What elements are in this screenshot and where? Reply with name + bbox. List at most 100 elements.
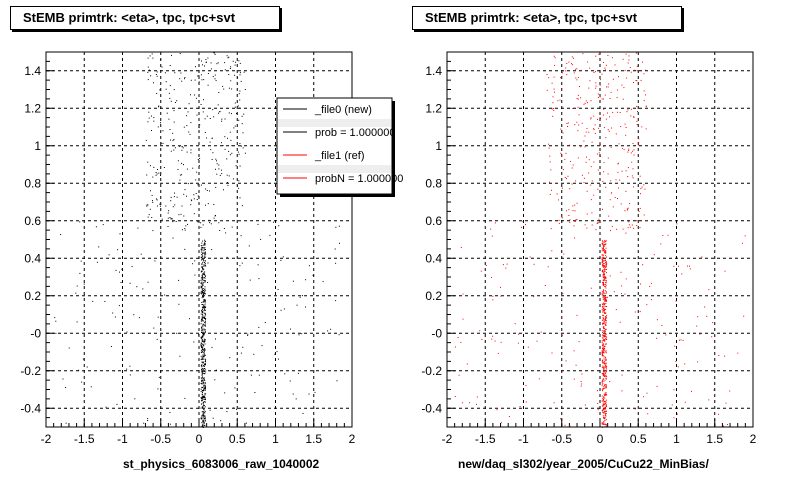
data-point: [577, 106, 579, 108]
data-point: [605, 412, 606, 414]
data-point: [713, 389, 715, 391]
data-point: [202, 419, 204, 421]
data-point: [603, 421, 605, 423]
data-point: [621, 84, 623, 86]
data-point: [166, 112, 168, 114]
data-point: [640, 283, 641, 285]
data-point: [203, 413, 204, 415]
data-point: [605, 322, 607, 324]
data-point: [610, 91, 612, 93]
data-point: [202, 349, 204, 351]
data-point: [548, 143, 550, 145]
data-point: [604, 298, 606, 300]
data-point: [603, 290, 604, 292]
data-point: [201, 330, 203, 332]
data-point: [602, 314, 604, 316]
data-point: [476, 396, 478, 398]
data-point: [181, 205, 183, 207]
data-point: [604, 245, 606, 247]
data-point: [643, 73, 645, 75]
data-point: [562, 132, 564, 134]
data-point: [602, 276, 604, 278]
data-point: [202, 402, 204, 404]
data-point: [604, 305, 606, 307]
data-point: [492, 299, 494, 301]
data-point: [602, 378, 604, 380]
data-point: [603, 318, 605, 320]
data-point: [205, 386, 206, 388]
data-point: [228, 56, 230, 58]
x-tick-label: 0.5: [630, 432, 647, 446]
data-point: [201, 297, 203, 299]
data-point: [602, 296, 604, 298]
data-point: [540, 331, 542, 333]
data-point: [605, 329, 607, 331]
data-point: [202, 344, 204, 346]
data-point: [190, 94, 191, 96]
data-point: [610, 180, 612, 182]
data-point: [167, 212, 169, 214]
data-point: [616, 97, 618, 99]
data-point: [204, 280, 206, 281]
data-point: [615, 133, 617, 135]
data-point: [604, 265, 606, 267]
data-point: [196, 199, 198, 200]
data-point: [491, 235, 493, 237]
data-point: [549, 161, 551, 163]
data-point: [626, 111, 628, 113]
data-point: [576, 98, 578, 100]
data-point: [656, 337, 658, 339]
data-point: [603, 401, 605, 403]
data-point: [231, 152, 233, 154]
data-point: [605, 296, 607, 298]
data-point: [129, 365, 131, 367]
data-point: [184, 189, 186, 191]
data-point: [602, 319, 604, 321]
data-point: [195, 66, 196, 68]
data-point: [603, 279, 605, 281]
data-point: [209, 190, 210, 192]
data-point: [204, 348, 206, 350]
data-point: [601, 242, 603, 244]
data-point: [604, 334, 606, 336]
data-point: [587, 102, 588, 104]
data-point: [604, 243, 606, 245]
data-point: [203, 145, 205, 147]
data-point: [559, 99, 561, 101]
data-point: [603, 396, 605, 398]
data-point: [162, 142, 164, 144]
data-point: [585, 161, 587, 163]
data-point: [203, 348, 205, 350]
data-point: [604, 295, 606, 297]
data-point: [601, 381, 603, 383]
data-point: [576, 79, 578, 81]
data-point: [574, 221, 576, 222]
data-point: [598, 53, 600, 55]
data-point: [210, 149, 212, 151]
data-point: [628, 221, 630, 223]
data-point: [102, 224, 104, 226]
data-point: [633, 154, 635, 156]
data-point: [239, 265, 241, 267]
data-point: [201, 370, 203, 372]
data-point: [200, 74, 202, 76]
data-point: [204, 300, 205, 302]
data-point: [205, 306, 207, 308]
data-point: [665, 334, 667, 336]
data-point: [201, 277, 203, 279]
data-point: [202, 288, 204, 290]
data-point: [639, 175, 641, 177]
data-point: [200, 245, 202, 247]
data-point: [295, 398, 297, 400]
data-point: [562, 169, 564, 171]
data-point: [201, 366, 203, 368]
data-point: [605, 318, 607, 320]
data-point: [204, 315, 206, 317]
data-point: [604, 293, 606, 295]
data-point: [204, 417, 206, 419]
data-point: [202, 396, 204, 398]
data-point: [204, 299, 206, 301]
data-point: [129, 282, 131, 284]
data-point: [667, 234, 669, 236]
data-point: [204, 302, 206, 304]
